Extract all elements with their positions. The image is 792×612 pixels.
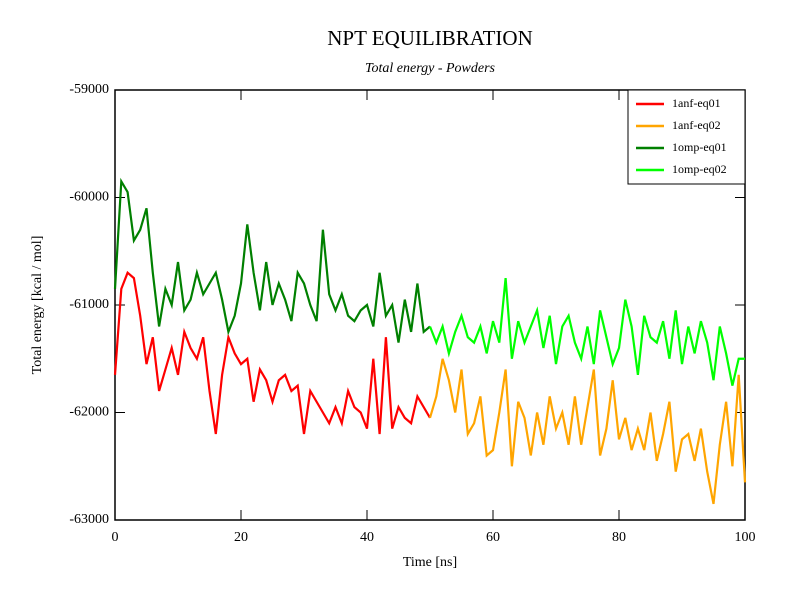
x-tick-label: 60 xyxy=(486,530,500,545)
y-tick-label: -60000 xyxy=(69,190,109,205)
chart-title: NPT EQUILIBRATION xyxy=(327,26,533,50)
y-axis-label: Total energy [kcal / mol] xyxy=(30,236,45,375)
legend-label: 1omp-eq01 xyxy=(672,140,727,154)
x-tick-label: 20 xyxy=(234,530,248,545)
data-line xyxy=(113,270,431,435)
data-line xyxy=(428,278,745,386)
legend-box xyxy=(627,89,746,185)
y-tick-label: -59000 xyxy=(69,82,109,97)
legend-label: 1anf-eq02 xyxy=(672,118,721,132)
x-tick-label: 80 xyxy=(612,530,626,545)
chart-subtitle: Total energy - Powders xyxy=(365,61,496,76)
x-axis-label: Time [ns] xyxy=(403,555,457,570)
data-line xyxy=(428,358,747,505)
legend-label: 1omp-eq02 xyxy=(672,162,727,176)
y-tick-label: -62000 xyxy=(69,405,109,420)
x-tick-label: 100 xyxy=(735,530,756,545)
y-tick-label: -63000 xyxy=(69,512,109,527)
data-line xyxy=(113,177,431,343)
x-tick-label: 40 xyxy=(360,530,374,545)
y-tick-label: -61000 xyxy=(69,297,109,312)
x-tick-label: 0 xyxy=(112,530,119,545)
legend-label: 1anf-eq01 xyxy=(672,96,721,110)
